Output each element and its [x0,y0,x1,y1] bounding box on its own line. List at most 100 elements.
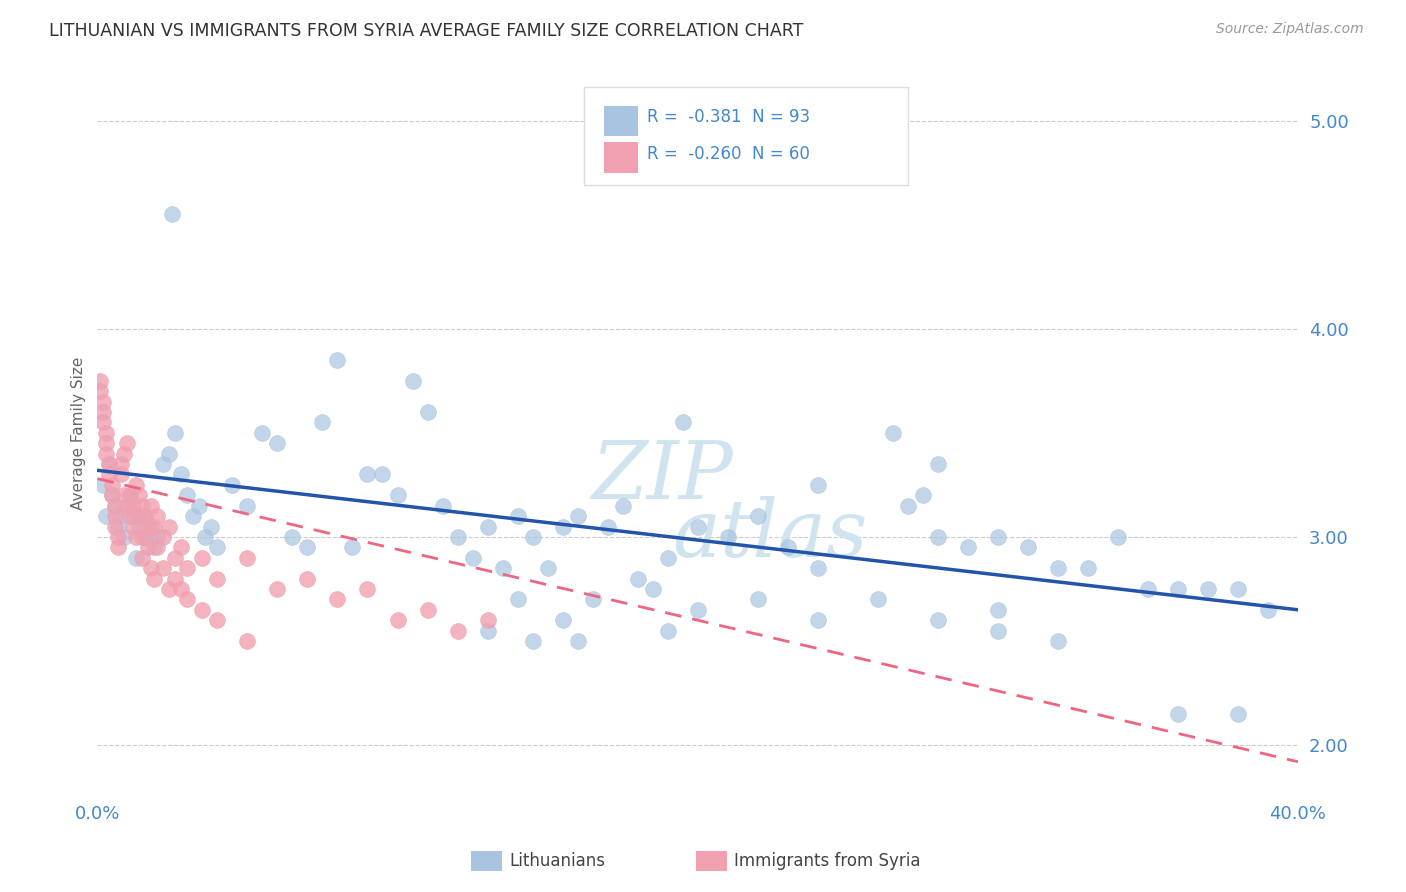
Point [236,499,259,513]
Point [1077,561,1099,575]
Point [141,561,163,575]
Point [165,425,187,440]
Point [117,499,139,513]
Point [176,488,198,502]
Point [176,592,198,607]
Point [522,634,544,648]
Point [128,519,150,533]
Point [866,592,889,607]
Point [112,488,135,502]
Point [747,592,769,607]
Point [266,436,288,450]
Point [506,509,529,524]
Point [134,530,156,544]
Point [326,592,349,607]
Point [89,384,111,399]
Point [927,457,949,471]
Point [311,416,333,430]
Point [96,509,118,524]
Point [170,467,193,482]
Point [567,509,589,524]
Point [107,541,129,555]
Point [110,509,132,524]
Point [252,425,274,440]
Point [581,592,603,607]
Point [93,416,115,430]
Text: LITHUANIAN VS IMMIGRANTS FROM SYRIA AVERAGE FAMILY SIZE CORRELATION CHART: LITHUANIAN VS IMMIGRANTS FROM SYRIA AVER… [49,22,804,40]
Point [104,519,127,533]
Point [117,436,139,450]
Point [141,499,163,513]
Point [207,613,229,627]
Point [1136,582,1159,596]
Point [807,478,830,492]
Point [107,530,129,544]
Point [93,405,115,419]
Point [461,550,484,565]
Point [1226,706,1249,721]
Point [165,550,187,565]
Point [104,509,127,524]
Point [491,561,513,575]
Point [162,207,184,221]
Point [122,499,145,513]
Point [170,582,193,596]
Point [98,467,121,482]
Point [1046,634,1069,648]
Point [807,561,830,575]
Point [157,447,180,461]
Point [110,467,132,482]
Point [107,519,129,533]
Point [125,550,148,565]
Point [776,541,799,555]
Point [120,488,142,502]
Point [93,478,115,492]
Point [987,603,1010,617]
Point [221,478,243,492]
Point [157,582,180,596]
Point [207,572,229,586]
Point [956,541,979,555]
Point [152,561,174,575]
Point [326,353,349,368]
Point [416,405,439,419]
Point [194,530,217,544]
Point [1226,582,1249,596]
Point [1107,530,1129,544]
Point [297,572,319,586]
Point [143,519,166,533]
Point [297,541,319,555]
Point [356,467,378,482]
Point [477,624,499,638]
Point [281,530,304,544]
Point [200,519,222,533]
Point [567,634,589,648]
Point [1046,561,1069,575]
Text: R =  -0.260  N = 60: R = -0.260 N = 60 [647,145,810,162]
Point [112,447,135,461]
Point [506,592,529,607]
Point [104,499,127,513]
Point [143,541,166,555]
Point [596,519,619,533]
Point [170,541,193,555]
Point [191,603,214,617]
Point [477,519,499,533]
Point [657,550,679,565]
Point [143,572,166,586]
Point [101,488,124,502]
Text: Lithuanians: Lithuanians [509,852,605,870]
Point [342,541,364,555]
Point [446,530,468,544]
Text: Immigrants from Syria: Immigrants from Syria [734,852,921,870]
Point [807,613,830,627]
Point [522,530,544,544]
Point [128,488,150,502]
Point [191,550,214,565]
Point [416,603,439,617]
Point [266,582,288,596]
Point [112,530,135,544]
Point [117,499,139,513]
Point [987,530,1010,544]
Point [717,530,740,544]
